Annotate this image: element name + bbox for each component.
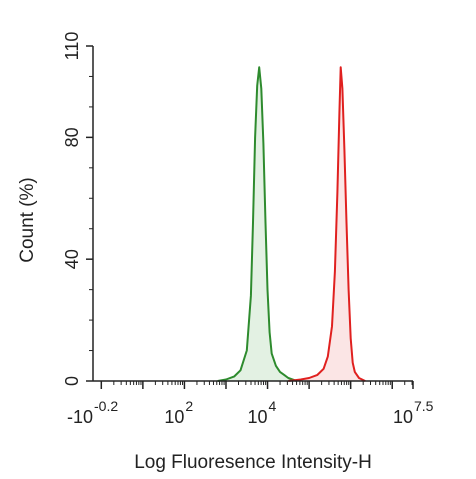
x-tick-label-exp-3: 4 [269,398,277,414]
x-tick-label-base-1: -10 [67,407,93,427]
x-tick-label-group-1: -10-0.2 [67,398,118,427]
y-ticks: 0 40 80 110 [62,32,93,386]
plot-area [217,66,366,382]
series-2-line [288,66,366,382]
x-axis-title: Log Fluoresence Intensity-H [134,452,372,473]
axes [92,46,413,382]
x-tick-label-exp-2: 2 [185,398,193,414]
y-tick-label-110: 110 [62,32,82,61]
series-1-line [217,66,297,382]
x-tick-label-group-2: 102 [164,398,193,427]
x-tick-label-base-3: 10 [248,407,268,427]
y-tick-label-40: 40 [62,249,82,269]
x-tick-label-group-4: 107.5 [393,398,434,427]
y-tick-label-80: 80 [62,127,82,147]
x-tick-label-group-3: 104 [248,398,277,427]
x-tick-label-base-2: 10 [164,407,184,427]
x-tick-label-exp-4: 7.5 [414,398,434,414]
y-axis-title: Count (%) [17,177,38,263]
x-tick-label-base-4: 10 [393,407,413,427]
x-tick-label-exp-1: -0.2 [94,398,118,414]
series-1-fill [217,67,297,382]
series-2-fill [288,67,366,382]
y-tick-label-0: 0 [62,376,82,386]
